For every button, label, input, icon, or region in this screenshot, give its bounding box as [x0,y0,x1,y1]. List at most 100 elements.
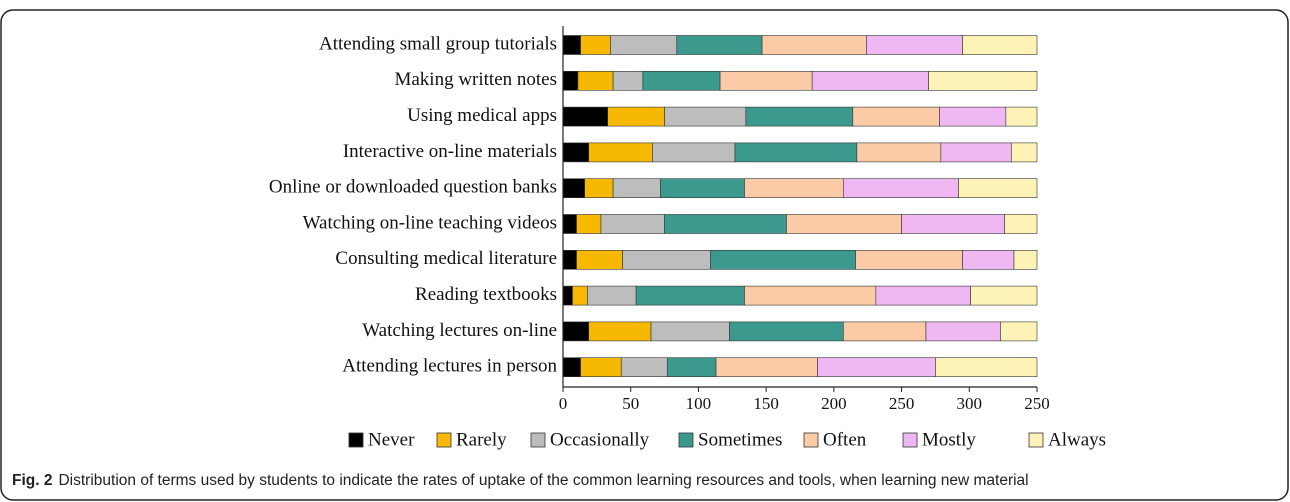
bar-segment [620,357,668,378]
bar-segment [843,178,959,198]
y-tick-label: Attending lectures in person [342,356,557,377]
bar-segment [852,106,940,127]
bar-segment [562,35,581,55]
bar-segment [664,214,787,234]
bar-segment [562,142,590,163]
bar-segment [719,71,813,91]
bar-segment [958,178,1038,198]
bar-segment [962,35,1038,55]
legend-swatch [803,432,819,448]
caption-text: Distribution of terms used by students t… [58,472,1028,489]
y-tick-label: Interactive on-line materials [343,141,557,162]
bar-segment [562,178,585,198]
x-tick-label: 150 [753,394,779,413]
bar-segment [664,106,747,127]
bar-segment [1000,321,1038,342]
x-tick-label: 0 [559,394,568,413]
bar-segment [562,250,577,270]
bar-segment [650,321,730,342]
legend-label: Never [368,429,415,450]
bar-segment [710,250,856,270]
bar-segment [577,71,614,91]
bar-segment [562,285,573,306]
bar-segment [607,106,665,127]
bar-segment [962,250,1015,270]
frame [0,9,1289,501]
legend-label: Sometimes [698,429,782,450]
bar-segment [572,285,588,306]
legend-swatch [530,432,546,448]
bar-segment [744,178,844,198]
legend-swatch [348,432,364,448]
bar-segment [642,71,721,91]
bar-segment [744,285,877,306]
y-tick-label: Making written notes [394,69,557,90]
bar-segment [562,357,581,378]
bar-segment [576,214,602,234]
bar-segment [562,71,579,91]
bar-segment [970,285,1038,306]
legend-swatch [678,432,694,448]
bar-segment [940,142,1012,163]
bar-segment [856,142,942,163]
bar-segment [1013,250,1038,270]
bar-segment [935,357,1038,378]
x-tick-label: 50 [622,394,639,413]
y-tick-label: Online or downloaded question banks [269,177,557,198]
bar-segment [901,214,1005,234]
bar-segment [734,142,858,163]
bar-segment [660,178,745,198]
y-tick-label: Reading textbooks [415,284,557,305]
bar-segment [562,106,608,127]
x-tick-label: 300 [957,394,983,413]
bar-segment [610,35,678,55]
bar-segment [1004,214,1038,234]
bar-segment [612,178,661,198]
y-tick-label: Attending small group tutorials [319,33,557,54]
bar-segment [715,357,818,378]
legend-swatch [902,432,918,448]
bar-segment [635,285,745,306]
y-tick-label: Watching lectures on-line [362,320,557,341]
x-tick-label: 250 [1024,394,1050,413]
bar-segment [584,178,614,198]
legend-swatch [436,432,452,448]
bar-segment [652,142,736,163]
bar-segment [745,106,854,127]
legend-label: Occasionally [550,429,650,450]
bar-segment [928,71,1038,91]
bar-segment [676,35,763,55]
bar-segment [729,321,844,342]
bar-segment [855,250,963,270]
bar-segment [666,357,717,378]
caption-label: Fig. 2 [12,472,52,489]
bar-segment [622,250,711,270]
bar-segment [939,106,1007,127]
legend-label: Always [1048,429,1106,450]
y-tick-label: Watching on-line teaching videos [303,212,557,233]
bar-segment [580,357,622,378]
x-tick-label: 200 [821,394,847,413]
bar-segment [562,214,577,234]
bar-segment [786,214,902,234]
bar-segment [817,357,936,378]
bar-segment [1005,106,1038,127]
x-tick-label: 250 [889,394,915,413]
bar-segment [588,321,652,342]
bar-segment [925,321,1001,342]
caption: Fig. 2 Distribution of terms used by stud… [12,472,1029,489]
bar-segment [612,71,644,91]
y-tick-label: Using medical apps [407,105,557,126]
bar-segment [761,35,867,55]
y-tick-label: Consulting medical literature [335,248,557,269]
bar-segment [843,321,927,342]
legend-label: Often [823,429,867,450]
bar-segment [588,142,653,163]
bar-segment [875,285,971,306]
legend-swatch [1028,432,1044,448]
bar-segment [866,35,963,55]
x-tick-label: 100 [686,394,712,413]
legend-label: Rarely [456,429,507,450]
bar-segment [580,35,611,55]
